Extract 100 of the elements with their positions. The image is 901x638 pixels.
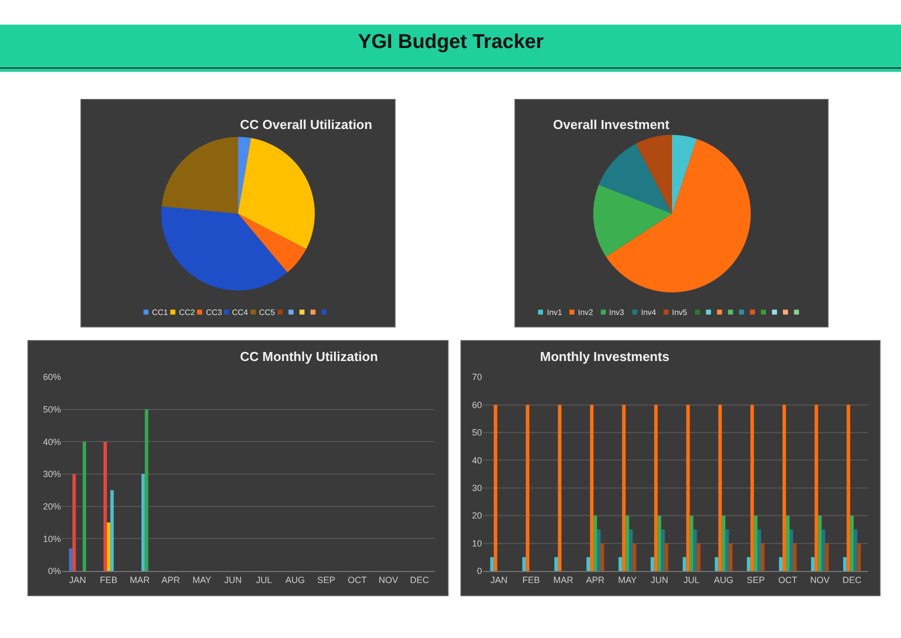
y-tick-label: 50 <box>472 428 482 438</box>
chart-title: Overall Investment <box>553 117 670 132</box>
bar <box>600 543 604 571</box>
bar <box>618 557 622 571</box>
bar <box>786 516 790 571</box>
bar <box>778 557 782 571</box>
legend-label: Inv3 <box>609 308 625 317</box>
chart-title: Monthly Investments <box>540 349 670 364</box>
y-tick-label: 60 <box>472 400 482 410</box>
x-tick-label: FEB <box>100 574 118 585</box>
x-tick-label: SEP <box>317 574 336 585</box>
bar <box>68 548 72 571</box>
x-tick-label: JUL <box>256 574 272 585</box>
bar <box>750 404 754 571</box>
bar <box>144 409 148 571</box>
x-tick-label: MAY <box>618 574 637 585</box>
x-tick-label: FEB <box>522 574 540 585</box>
y-tick-label: 40 <box>472 455 482 466</box>
bar <box>825 543 829 571</box>
pie-slice <box>593 184 672 257</box>
y-tick-label: 70 <box>472 372 482 382</box>
legend-label: Inv1 <box>547 308 563 317</box>
bar <box>718 404 722 571</box>
y-tick-label: 40% <box>42 436 61 447</box>
x-tick-label: APR <box>162 574 181 585</box>
bar <box>632 543 636 571</box>
bar <box>594 516 598 571</box>
chart-title: CC Overall Utilization <box>240 117 372 132</box>
bar <box>110 490 114 571</box>
legend-label: Inv5 <box>672 308 688 317</box>
pie-slice <box>606 138 751 292</box>
bar <box>696 543 700 571</box>
x-tick-label: OCT <box>348 574 368 585</box>
y-tick-label: 0 <box>476 566 482 576</box>
bar <box>141 474 145 571</box>
pie-slice <box>672 134 697 214</box>
bar <box>597 529 601 571</box>
bar <box>782 404 786 571</box>
bar <box>811 557 815 571</box>
x-tick-label: AUG <box>714 574 734 585</box>
bar <box>822 529 826 571</box>
bar <box>82 442 86 571</box>
x-tick-label: JAN <box>490 574 508 585</box>
pie-slice <box>636 134 672 214</box>
y-tick-label: 20 <box>472 510 482 521</box>
bar <box>846 404 850 571</box>
legend-label: Inv4 <box>641 308 657 317</box>
legend-label: CC2 <box>179 308 196 317</box>
bar <box>682 557 686 571</box>
bar <box>843 557 847 571</box>
bar <box>793 543 797 571</box>
legend-label: CC3 <box>206 308 223 317</box>
text: YGI Budget Tracker <box>358 31 544 53</box>
bar <box>586 557 590 571</box>
bar <box>722 516 726 571</box>
bar <box>622 404 626 571</box>
bar <box>526 404 530 571</box>
legend-label: Inv2 <box>578 308 594 317</box>
bar <box>790 529 794 571</box>
chart-title: CC Monthly Utilization <box>240 349 378 364</box>
bar <box>104 442 107 571</box>
bar <box>490 557 494 571</box>
pie-slice <box>162 136 238 214</box>
x-tick-label: JUN <box>224 574 242 585</box>
y-tick-label: 20% <box>42 501 61 512</box>
bar <box>850 516 854 571</box>
bar <box>554 557 558 571</box>
bar <box>629 529 633 571</box>
x-tick-label: MAY <box>192 574 212 585</box>
bar <box>654 404 658 571</box>
bar <box>106 522 110 571</box>
y-tick-label: 0% <box>48 566 61 576</box>
bar <box>854 529 858 571</box>
x-tick-label: AUG <box>285 574 305 585</box>
y-tick-label: 30 <box>472 483 482 494</box>
bar <box>590 404 594 571</box>
bar <box>761 543 765 571</box>
legend-label: CC4 <box>232 308 249 317</box>
x-tick-label: NOV <box>810 574 830 585</box>
y-tick-label: 60% <box>42 372 61 382</box>
y-tick-label: 10% <box>42 534 61 544</box>
bar <box>746 557 750 571</box>
bar <box>522 557 526 571</box>
bar <box>558 404 562 571</box>
bar <box>686 404 690 571</box>
x-tick-label: JAN <box>69 574 86 585</box>
legend-label: CC5 <box>259 308 276 317</box>
bar <box>725 529 729 571</box>
pie-slice <box>161 206 288 290</box>
pie-slice <box>238 214 306 273</box>
pie-slice <box>598 144 672 214</box>
x-tick-label: MAR <box>553 574 574 585</box>
y-tick-label: 10 <box>472 538 482 548</box>
legend-label: CC1 <box>152 308 169 317</box>
pie-slice <box>238 136 251 214</box>
x-tick-label: OCT <box>778 574 798 585</box>
bar <box>626 516 630 571</box>
bar <box>714 557 718 571</box>
bar <box>728 543 732 571</box>
bar <box>661 529 665 571</box>
